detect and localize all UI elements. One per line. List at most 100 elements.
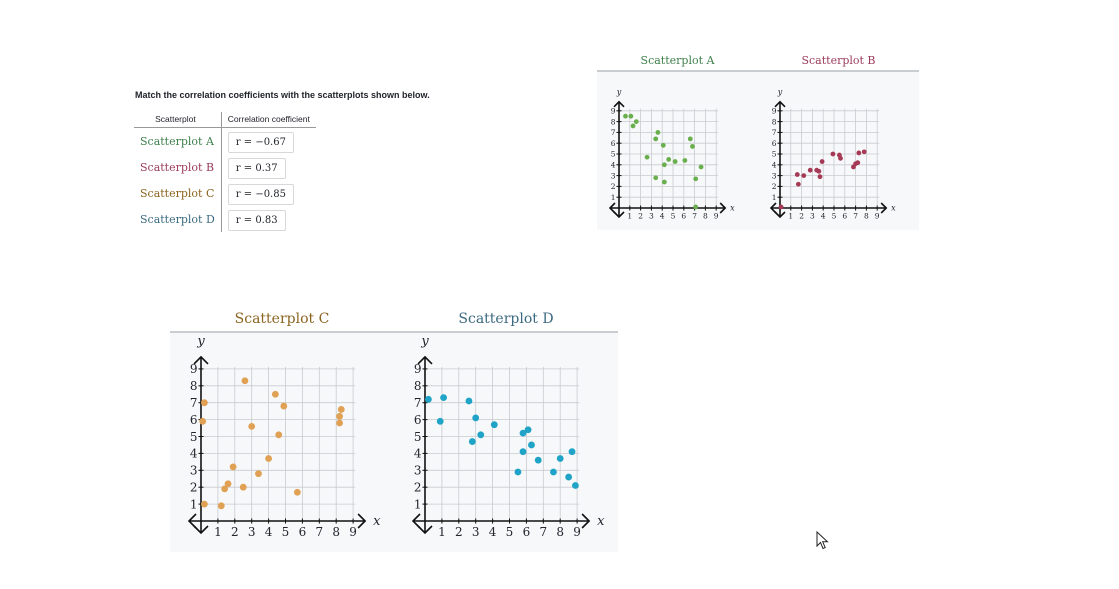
data-point	[550, 468, 557, 476]
data-point	[655, 130, 661, 135]
x-tick-label: 7	[853, 212, 858, 221]
data-point	[693, 204, 699, 210]
x-tick-label: 3	[248, 525, 256, 539]
scatterplot-name: Scatterplot D	[134, 206, 222, 232]
data-point	[565, 473, 573, 481]
y-tick-label: 9	[414, 362, 422, 376]
data-point	[440, 394, 447, 402]
chart-title: Scatterplot B	[801, 54, 875, 67]
data-point	[224, 480, 232, 488]
data-point	[653, 136, 659, 142]
y-tick-label: 4	[190, 447, 198, 461]
x-tick-label: 9	[714, 212, 719, 221]
data-point	[241, 377, 249, 385]
data-point	[265, 455, 272, 462]
data-point	[200, 500, 208, 508]
x-axis-arrow-left	[411, 513, 421, 529]
y-tick-label: 3	[611, 171, 616, 180]
data-point	[855, 160, 861, 166]
x-tick-label: 5	[506, 525, 514, 539]
x-axis-label: x	[891, 203, 896, 212]
y-tick-label: 7	[611, 128, 616, 137]
coefficient-draggable-card[interactable]: r = −0.67	[227, 131, 294, 153]
x-axis-label: x	[373, 514, 381, 529]
coefficient-draggable-card[interactable]: r = −0.85	[227, 183, 294, 205]
data-point	[794, 172, 800, 177]
y-axis-arrow-up	[613, 100, 625, 108]
coefficient-draggable-card[interactable]: r = 0.37	[227, 157, 286, 179]
scatterplot-name: Scatterplot C	[134, 180, 222, 206]
y-tick-label: 5	[772, 150, 777, 159]
x-axis-label: x	[597, 514, 605, 529]
mouse-pointer-icon	[816, 530, 830, 555]
data-point	[795, 181, 801, 187]
data-point	[830, 151, 836, 157]
x-tick-label: 1	[788, 212, 793, 221]
coefficient-draggable-card[interactable]: r = 0.83	[227, 209, 286, 231]
x-tick-label: 7	[539, 525, 547, 539]
data-point	[644, 154, 650, 160]
x-tick-label: 2	[799, 212, 804, 221]
y-tick-label: 5	[414, 430, 422, 444]
x-axis-arrow-right	[357, 513, 367, 529]
y-tick-label: 2	[772, 182, 777, 191]
scatterplot-name: Scatterplot B	[134, 154, 222, 180]
data-point	[661, 162, 667, 168]
data-point	[698, 164, 704, 170]
x-tick-label: 6	[681, 212, 686, 221]
x-tick-label: 4	[821, 212, 826, 221]
data-point	[528, 441, 535, 449]
data-point	[221, 485, 229, 493]
data-point	[817, 174, 823, 180]
data-point	[465, 397, 473, 405]
data-point	[490, 421, 498, 429]
y-tick-label: 6	[190, 413, 198, 427]
data-point	[801, 173, 807, 178]
data-point	[336, 419, 343, 427]
x-tick-label: 8	[703, 212, 708, 221]
data-point	[661, 179, 667, 185]
data-point	[572, 482, 579, 489]
table-header-row: Scatterplot Correlation coefficient	[134, 112, 316, 128]
data-point	[337, 406, 345, 413]
data-point	[199, 417, 207, 425]
x-tick-label: 3	[649, 212, 654, 221]
x-tick-label: 5	[282, 525, 290, 539]
x-tick-label: 9	[875, 212, 880, 221]
data-point	[519, 429, 527, 437]
x-axis-arrow-right	[719, 202, 727, 214]
data-point	[519, 448, 527, 456]
x-tick-label: 1	[438, 525, 446, 539]
y-tick-label: 7	[190, 396, 198, 410]
y-tick-label: 9	[190, 362, 198, 376]
data-point	[255, 470, 262, 478]
x-axis-arrow-right	[581, 513, 591, 529]
chart-title: Scatterplot D	[458, 311, 553, 327]
data-point	[687, 136, 693, 142]
x-tick-label: 2	[231, 525, 239, 539]
plot-background	[170, 332, 394, 552]
x-axis-arrow-left	[769, 202, 777, 214]
y-tick-label: 1	[772, 193, 777, 202]
x-tick-label: 4	[265, 525, 273, 539]
y-tick-label: 8	[414, 379, 422, 393]
y-tick-label: 4	[611, 161, 616, 170]
data-point	[271, 390, 279, 398]
plot-background	[394, 332, 618, 552]
x-tick-label: 4	[489, 525, 497, 539]
x-tick-label: 3	[810, 212, 815, 221]
data-point	[778, 204, 784, 210]
data-point	[819, 159, 825, 164]
y-tick-label: 9	[611, 107, 616, 116]
data-point	[524, 426, 532, 434]
data-point	[248, 422, 256, 430]
data-point	[468, 438, 476, 445]
data-point	[239, 483, 247, 491]
y-tick-label: 5	[611, 150, 616, 159]
y-tick-label: 9	[772, 107, 777, 116]
x-axis-arrow-right	[880, 202, 888, 214]
data-point	[217, 502, 225, 510]
